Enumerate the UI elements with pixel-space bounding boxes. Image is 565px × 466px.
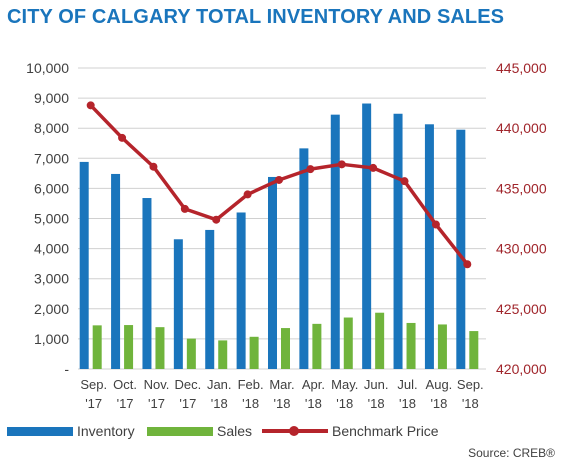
inventory-bar	[205, 229, 215, 369]
legend-swatch-benchmark-price	[262, 424, 328, 438]
y-right-tick-label: 430,000	[496, 241, 547, 257]
inventory-bar	[111, 173, 121, 369]
sales-bar	[249, 336, 259, 369]
inventory-bar	[299, 148, 309, 369]
x-tick-label-year: '18	[242, 396, 259, 411]
inventory-bar	[268, 176, 277, 369]
y-left-tick-label: 2,000	[34, 301, 69, 317]
y-left-tick-label: 3,000	[34, 271, 69, 287]
benchmark-price-point	[212, 215, 221, 224]
legend-label-inventory: Inventory	[77, 423, 135, 439]
legend-swatch-sales	[147, 426, 213, 436]
sales-bar	[124, 325, 134, 369]
legend-label-benchmark-price: Benchmark Price	[332, 423, 439, 439]
sales-bar	[281, 328, 290, 369]
y-left-tick-label: 8,000	[34, 120, 69, 136]
legend-item-sales: Sales	[147, 423, 252, 439]
inventory-bar	[79, 161, 89, 369]
x-tick-label-year: '17	[179, 396, 196, 411]
x-tick-label-year: '17	[85, 396, 102, 411]
x-tick-label-month: Jun.	[364, 377, 389, 392]
x-tick-label-month: Oct.	[113, 377, 137, 392]
y-left-tick-label: -	[64, 361, 69, 377]
benchmark-price-point	[275, 175, 283, 184]
y-left-tick-label: 9,000	[34, 90, 69, 106]
inventory-bar	[362, 103, 372, 369]
legend-item-inventory: Inventory	[7, 423, 135, 439]
legend-item-benchmark-price: Benchmark Price	[262, 423, 439, 439]
chart-legend: Inventory Sales Benchmark Price	[0, 423, 565, 443]
chart-title: CITY OF CALGARY TOTAL INVENTORY AND SALE…	[7, 6, 505, 28]
x-tick-label-year: '18	[430, 396, 447, 411]
inventory-bar	[393, 113, 403, 369]
inventory-bar	[173, 239, 183, 369]
x-tick-label-year: '18	[211, 396, 228, 411]
y-left-tick-label: 7,000	[34, 150, 69, 166]
benchmark-price-point	[337, 160, 346, 169]
y-left-tick-label: 4,000	[34, 241, 69, 257]
x-tick-label-year: '18	[274, 396, 291, 411]
inventory-bar	[424, 124, 434, 369]
sales-bar	[406, 322, 416, 369]
sales-bar	[186, 338, 196, 369]
legend-label-sales: Sales	[217, 423, 253, 439]
benchmark-price-point	[306, 165, 315, 174]
x-tick-label-year: '17	[117, 396, 134, 411]
y-right-tick-label: 445,000	[496, 60, 547, 76]
x-tick-label-year: '17	[148, 396, 165, 411]
benchmark-price-point	[463, 260, 472, 269]
x-tick-label-month: Apr.	[302, 377, 325, 392]
inventory-bar	[456, 129, 466, 369]
x-tick-label-month: Feb.	[238, 377, 264, 392]
x-tick-label-year: '18	[336, 396, 353, 411]
x-tick-label-month: Sep.	[457, 377, 484, 392]
sales-bar	[375, 312, 385, 369]
sales-bar	[343, 317, 353, 369]
inventory-bar	[330, 114, 340, 369]
sales-bar	[218, 340, 228, 369]
y-right-tick-label: 440,000	[496, 120, 547, 136]
benchmark-price-point	[86, 101, 95, 110]
benchmark-price-point	[149, 162, 158, 171]
y-left-tick-label: 5,000	[34, 211, 69, 227]
y-right-tick-label: 420,000	[496, 361, 547, 377]
legend-swatch-inventory	[7, 426, 73, 436]
sales-bar	[469, 331, 479, 369]
benchmark-price-point	[118, 133, 127, 142]
x-tick-label-month: Jan.	[207, 377, 232, 392]
benchmark-price-point	[400, 177, 409, 186]
y-right-tick-label: 425,000	[496, 301, 547, 317]
y-left-tick-label: 6,000	[34, 180, 69, 196]
x-tick-label-month: May.	[331, 377, 358, 392]
benchmark-price-point	[431, 220, 440, 229]
benchmark-price-point	[180, 204, 189, 213]
inventory-bar	[236, 212, 246, 369]
sales-bar	[312, 323, 322, 369]
source-note: Source: CREB®	[468, 446, 555, 460]
x-tick-label-year: '18	[368, 396, 385, 411]
x-tick-label-month: Aug.	[426, 377, 453, 392]
y-right-tick-label: 435,000	[496, 180, 547, 196]
sales-bar	[92, 325, 102, 369]
x-tick-label-year: '18	[305, 396, 322, 411]
inventory-bar	[142, 198, 152, 369]
sales-bar	[437, 324, 447, 369]
x-tick-label-year: '18	[462, 396, 479, 411]
x-tick-label-year: '18	[399, 396, 416, 411]
x-tick-label-month: Dec.	[174, 377, 201, 392]
y-left-tick-label: 1,000	[34, 331, 69, 347]
x-tick-label-month: Jul.	[397, 377, 417, 392]
sales-bar	[155, 327, 165, 369]
y-left-tick-label: 10,000	[26, 60, 69, 76]
x-tick-label-month: Mar.	[269, 377, 294, 392]
x-tick-label-month: Sep.	[80, 377, 107, 392]
benchmark-price-point	[369, 163, 378, 172]
benchmark-price-point	[243, 190, 252, 199]
x-tick-label-month: Nov.	[144, 377, 170, 392]
chart-plot: - 1,000 2,000 3,000 4,000 5,000 6,000 7,000 8,00…	[26, 60, 547, 411]
